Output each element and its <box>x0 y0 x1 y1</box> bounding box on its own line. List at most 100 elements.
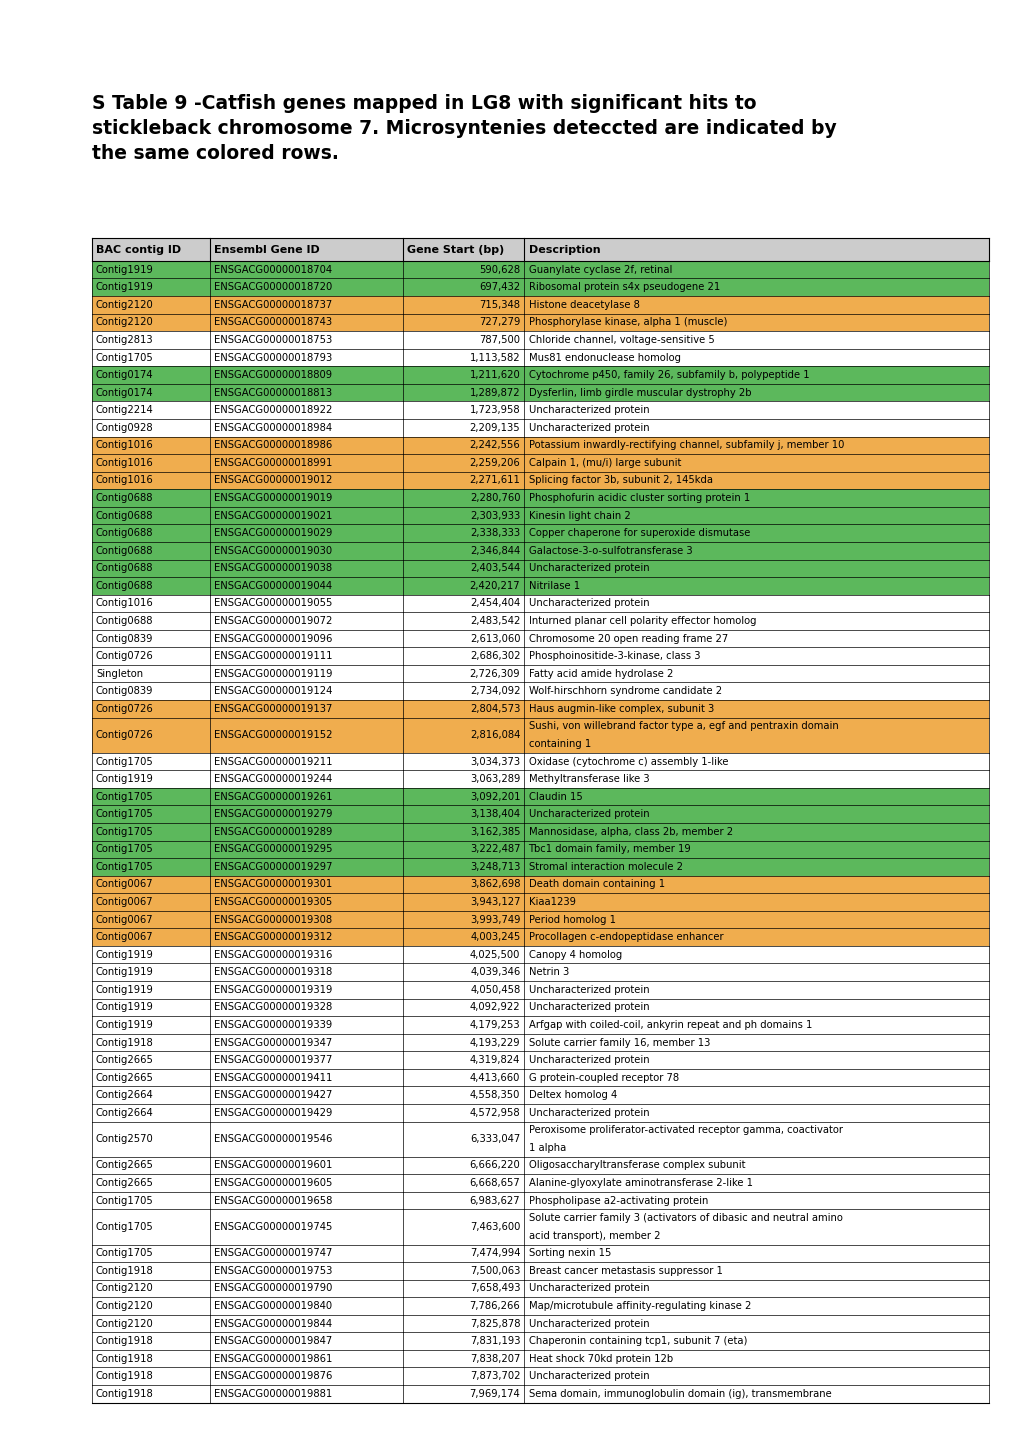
Text: Contig0067: Contig0067 <box>96 879 153 889</box>
Text: ENSGACG00000019790: ENSGACG00000019790 <box>214 1283 332 1293</box>
Bar <box>92 349 988 367</box>
Text: Contig2813: Contig2813 <box>96 335 153 345</box>
Text: ENSGACG00000019289: ENSGACG00000019289 <box>214 827 332 837</box>
Text: Contig0067: Contig0067 <box>96 932 153 942</box>
Text: ENSGACG00000019312: ENSGACG00000019312 <box>214 932 332 942</box>
Text: 590,628: 590,628 <box>479 264 520 274</box>
Text: acid transport), member 2: acid transport), member 2 <box>528 1231 659 1241</box>
Text: Uncharacterized protein: Uncharacterized protein <box>528 1283 648 1293</box>
Text: Solute carrier family 3 (activators of dibasic and neutral amino: Solute carrier family 3 (activators of d… <box>528 1214 842 1224</box>
Bar <box>92 418 988 437</box>
Text: Contig0839: Contig0839 <box>96 687 153 697</box>
Text: 2,420,217: 2,420,217 <box>470 582 520 590</box>
Text: Procollagen c-endopeptidase enhancer: Procollagen c-endopeptidase enhancer <box>528 932 722 942</box>
Text: ENSGACG00000019840: ENSGACG00000019840 <box>214 1302 332 1312</box>
Text: Uncharacterized protein: Uncharacterized protein <box>528 1055 648 1065</box>
Text: Phosphofurin acidic cluster sorting protein 1: Phosphofurin acidic cluster sorting prot… <box>528 494 749 504</box>
Text: 6,668,657: 6,668,657 <box>469 1177 520 1188</box>
Text: ENSGACG00000019301: ENSGACG00000019301 <box>214 879 332 889</box>
Bar <box>92 489 988 506</box>
Text: 1,211,620: 1,211,620 <box>469 369 520 380</box>
Text: Contig0726: Contig0726 <box>96 730 154 740</box>
Text: Inturned planar cell polarity effector homolog: Inturned planar cell polarity effector h… <box>528 616 755 626</box>
Text: ENSGACG00000019411: ENSGACG00000019411 <box>214 1072 332 1082</box>
Text: Contig1918: Contig1918 <box>96 1388 154 1398</box>
Text: Chromosome 20 open reading frame 27: Chromosome 20 open reading frame 27 <box>528 633 728 644</box>
Bar <box>92 472 988 489</box>
Text: Contig1016: Contig1016 <box>96 440 154 450</box>
Text: 3,862,698: 3,862,698 <box>470 879 520 889</box>
Bar <box>92 700 988 717</box>
Text: Uncharacterized protein: Uncharacterized protein <box>528 405 648 416</box>
Bar <box>92 1052 988 1069</box>
Text: ENSGACG00000019244: ENSGACG00000019244 <box>214 773 332 784</box>
Text: 1,113,582: 1,113,582 <box>470 352 520 362</box>
Text: Ribosomal protein s4x pseudogene 21: Ribosomal protein s4x pseudogene 21 <box>528 283 719 293</box>
Bar <box>92 928 988 947</box>
Text: 2,280,760: 2,280,760 <box>470 494 520 504</box>
Text: 787,500: 787,500 <box>479 335 520 345</box>
Text: ENSGACG00000019605: ENSGACG00000019605 <box>214 1177 332 1188</box>
Text: Uncharacterized protein: Uncharacterized protein <box>528 423 648 433</box>
Text: ENSGACG00000018991: ENSGACG00000018991 <box>214 457 332 468</box>
Text: 727,279: 727,279 <box>479 317 520 328</box>
Bar <box>92 1209 988 1244</box>
Text: ENSGACG00000019021: ENSGACG00000019021 <box>214 511 332 521</box>
Bar <box>92 771 988 788</box>
Text: 2,613,060: 2,613,060 <box>470 633 520 644</box>
Text: ENSGACG00000019347: ENSGACG00000019347 <box>214 1038 332 1048</box>
Bar <box>92 332 988 349</box>
Text: Solute carrier family 16, member 13: Solute carrier family 16, member 13 <box>528 1038 709 1048</box>
Text: ENSGACG00000019881: ENSGACG00000019881 <box>214 1388 332 1398</box>
Text: Contig1919: Contig1919 <box>96 984 154 994</box>
Text: Contig0067: Contig0067 <box>96 915 153 925</box>
Text: Claudin 15: Claudin 15 <box>528 792 582 802</box>
Text: Oligosaccharyltransferase complex subunit: Oligosaccharyltransferase complex subuni… <box>528 1160 744 1170</box>
Text: ENSGACG00000019308: ENSGACG00000019308 <box>214 915 332 925</box>
Text: ENSGACG00000019119: ENSGACG00000019119 <box>214 668 332 678</box>
Text: 2,726,309: 2,726,309 <box>470 668 520 678</box>
Text: Description: Description <box>528 244 599 254</box>
Text: ENSGACG00000018720: ENSGACG00000018720 <box>214 283 332 293</box>
Text: S Table 9 -Catfish genes mapped in LG8 with significant hits to
stickleback chro: S Table 9 -Catfish genes mapped in LG8 w… <box>92 94 836 163</box>
Text: ENSGACG00000019211: ENSGACG00000019211 <box>214 756 332 766</box>
Bar <box>92 367 988 384</box>
Bar <box>92 1385 988 1403</box>
Text: ENSGACG00000019861: ENSGACG00000019861 <box>214 1354 332 1364</box>
Text: ENSGACG00000018813: ENSGACG00000018813 <box>214 388 332 398</box>
Text: Contig2120: Contig2120 <box>96 1283 154 1293</box>
Text: Contig1705: Contig1705 <box>96 844 154 854</box>
Text: Contig1918: Contig1918 <box>96 1371 154 1381</box>
Text: 2,816,084: 2,816,084 <box>470 730 520 740</box>
Text: Canopy 4 homolog: Canopy 4 homolog <box>528 949 622 960</box>
Text: 3,138,404: 3,138,404 <box>470 810 520 820</box>
Text: 7,873,702: 7,873,702 <box>470 1371 520 1381</box>
Text: 7,825,878: 7,825,878 <box>470 1319 520 1329</box>
Text: Contig2214: Contig2214 <box>96 405 154 416</box>
Text: Uncharacterized protein: Uncharacterized protein <box>528 1371 648 1381</box>
Text: Cytochrome p450, family 26, subfamily b, polypeptide 1: Cytochrome p450, family 26, subfamily b,… <box>528 369 808 380</box>
Text: Contig1705: Contig1705 <box>96 756 154 766</box>
Text: ENSGACG00000019747: ENSGACG00000019747 <box>214 1248 332 1258</box>
Text: Contig1016: Contig1016 <box>96 599 154 609</box>
Text: Potassium inwardly-rectifying channel, subfamily j, member 10: Potassium inwardly-rectifying channel, s… <box>528 440 843 450</box>
Text: ENSGACG00000019753: ENSGACG00000019753 <box>214 1266 332 1276</box>
Text: ENSGACG00000018743: ENSGACG00000018743 <box>214 317 332 328</box>
Text: ENSGACG00000018986: ENSGACG00000018986 <box>214 440 332 450</box>
Bar <box>92 437 988 455</box>
Text: 3,943,127: 3,943,127 <box>470 898 520 908</box>
Text: Contig1016: Contig1016 <box>96 457 154 468</box>
Text: ENSGACG00000019339: ENSGACG00000019339 <box>214 1020 332 1030</box>
Bar <box>92 261 988 278</box>
Text: ENSGACG00000019427: ENSGACG00000019427 <box>214 1091 332 1100</box>
Text: Contig2664: Contig2664 <box>96 1108 154 1118</box>
Bar <box>92 629 988 648</box>
Text: Wolf-hirschhorn syndrome candidate 2: Wolf-hirschhorn syndrome candidate 2 <box>528 687 720 697</box>
Text: 2,483,542: 2,483,542 <box>470 616 520 626</box>
Text: 4,193,229: 4,193,229 <box>470 1038 520 1048</box>
Text: Sorting nexin 15: Sorting nexin 15 <box>528 1248 610 1258</box>
Text: Contig2665: Contig2665 <box>96 1072 154 1082</box>
Text: Uncharacterized protein: Uncharacterized protein <box>528 1003 648 1013</box>
Bar <box>92 612 988 629</box>
Text: Uncharacterized protein: Uncharacterized protein <box>528 599 648 609</box>
